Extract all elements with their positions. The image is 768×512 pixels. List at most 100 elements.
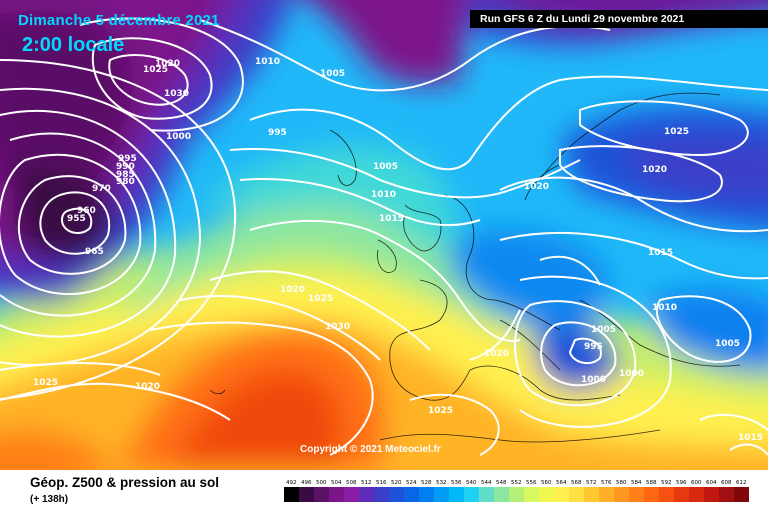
isobar-label: 1020 xyxy=(135,382,160,392)
legend-tick-label: 544 xyxy=(481,480,492,486)
legend-swatch xyxy=(674,487,689,502)
isobar-label: 1025 xyxy=(664,127,689,137)
legend-swatch xyxy=(299,487,314,502)
legend-tick-label: 552 xyxy=(511,480,522,486)
isobar-label: 1020 xyxy=(642,165,667,175)
run-info-banner: Run GFS 6 Z du Lundi 29 novembre 2021 xyxy=(470,10,768,28)
forecast-time: 2:00 locale xyxy=(22,34,125,56)
legend-tick-label: 592 xyxy=(661,480,672,486)
legend-tick-label: 528 xyxy=(421,480,432,486)
legend-swatch xyxy=(689,487,704,502)
weather-map: 1010 1005 1020 1025 1030 1000 995 995 990 985 980 9… xyxy=(0,0,768,470)
isobar-label: 1010 xyxy=(255,57,280,67)
legend-tick-label: 576 xyxy=(601,480,612,486)
legend-swatch xyxy=(629,487,644,502)
legend-swatch xyxy=(539,487,554,502)
legend-tick-label: 608 xyxy=(721,480,732,486)
isobar-label: 980 xyxy=(116,177,135,187)
legend-swatch xyxy=(464,487,479,502)
legend-swatch xyxy=(734,487,749,502)
legend-tick-label: 564 xyxy=(556,480,567,486)
legend-swatch xyxy=(359,487,374,502)
legend-swatch xyxy=(434,487,449,502)
footer-bar: Géop. Z500 & pression au sol (+ 138h) 49… xyxy=(0,470,768,512)
legend-tick-label: 584 xyxy=(631,480,642,486)
isobar-label: 1010 xyxy=(371,190,396,200)
legend-tick-label: 568 xyxy=(571,480,582,486)
legend-tick-label: 600 xyxy=(691,480,702,486)
legend-swatch xyxy=(314,487,329,502)
legend-swatch xyxy=(569,487,584,502)
legend-tick-label: 504 xyxy=(331,480,342,486)
legend-swatch xyxy=(614,487,629,502)
isobar-label: 1020 xyxy=(155,59,180,69)
legend-tick-label: 596 xyxy=(676,480,687,486)
legend-swatch xyxy=(524,487,539,502)
legend-tick-label: 588 xyxy=(646,480,657,486)
legend-swatches xyxy=(284,487,749,502)
legend-swatch xyxy=(329,487,344,502)
legend-swatch xyxy=(719,487,734,502)
isobar-label: 1005 xyxy=(320,69,345,79)
legend-tick-label: 524 xyxy=(406,480,417,486)
legend-tick-label: 560 xyxy=(541,480,552,486)
legend-tick-label: 604 xyxy=(706,480,717,486)
legend-tick-label: 500 xyxy=(316,480,327,486)
isobar-label: 955 xyxy=(67,214,86,224)
isobar-label: 1030 xyxy=(164,89,189,99)
isobar-label: 1015 xyxy=(648,248,673,258)
isobar-label: 1025 xyxy=(428,406,453,416)
isobar-label: 1005 xyxy=(373,162,398,172)
legend-swatch xyxy=(284,487,299,502)
legend-swatch xyxy=(404,487,419,502)
isobar-label: 995 xyxy=(118,154,137,164)
isobar-label: 1025 xyxy=(33,378,58,388)
isobar-label: 965 xyxy=(85,247,104,257)
color-scale-legend: 492 496 500 504 508 512 516 520 524 528 532 536 540 5… xyxy=(284,480,749,502)
legend-tick-label: 520 xyxy=(391,480,402,486)
isobar-label: 1015 xyxy=(738,433,763,443)
legend-swatch xyxy=(449,487,464,502)
product-title: Géop. Z500 & pression au sol xyxy=(30,475,220,490)
legend-tick-label: 496 xyxy=(301,480,312,486)
legend-swatch xyxy=(644,487,659,502)
legend-tick-label: 492 xyxy=(286,480,297,486)
isobar-label: 1000 xyxy=(619,369,644,379)
legend-tick-label: 572 xyxy=(586,480,597,486)
legend-swatch xyxy=(389,487,404,502)
legend-swatch xyxy=(554,487,569,502)
legend-ticks: 492 496 500 504 508 512 516 520 524 528 532 536 540 5… xyxy=(286,480,747,486)
isobar-label: 1005 xyxy=(715,339,740,349)
isobar-label: 995 xyxy=(584,342,603,352)
legend-tick-label: 556 xyxy=(526,480,537,486)
isobar-label: 1000 xyxy=(166,132,191,142)
isobar-label: 995 xyxy=(268,128,287,138)
isobar-label: 1015 xyxy=(379,214,404,224)
legend-tick-label: 536 xyxy=(451,480,462,486)
legend-swatch xyxy=(584,487,599,502)
legend-swatch xyxy=(704,487,719,502)
legend-swatch xyxy=(344,487,359,502)
isobar-label: 1010 xyxy=(652,303,677,313)
isobar-label: 1020 xyxy=(524,182,549,192)
copyright-text: Copyright © 2021 Meteociel.fr xyxy=(300,444,441,455)
isobar-label: 1020 xyxy=(484,349,509,359)
legend-tick-label: 508 xyxy=(346,480,357,486)
isobar-label: 985 xyxy=(116,170,135,180)
legend-swatch xyxy=(419,487,434,502)
legend-tick-label: 612 xyxy=(736,480,747,486)
legend-swatch xyxy=(509,487,524,502)
legend-tick-label: 516 xyxy=(376,480,387,486)
isobar-lines xyxy=(0,17,768,456)
isobar-label: 1000 xyxy=(581,375,606,385)
legend-swatch xyxy=(659,487,674,502)
legend-tick-label: 532 xyxy=(436,480,447,486)
legend-tick-label: 540 xyxy=(466,480,477,486)
isobar-label: 960 xyxy=(77,206,96,216)
isobar-label: 1020 xyxy=(280,285,305,295)
legend-swatch xyxy=(479,487,494,502)
legend-tick-label: 580 xyxy=(616,480,627,486)
forecast-hour: (+ 138h) xyxy=(30,494,69,505)
